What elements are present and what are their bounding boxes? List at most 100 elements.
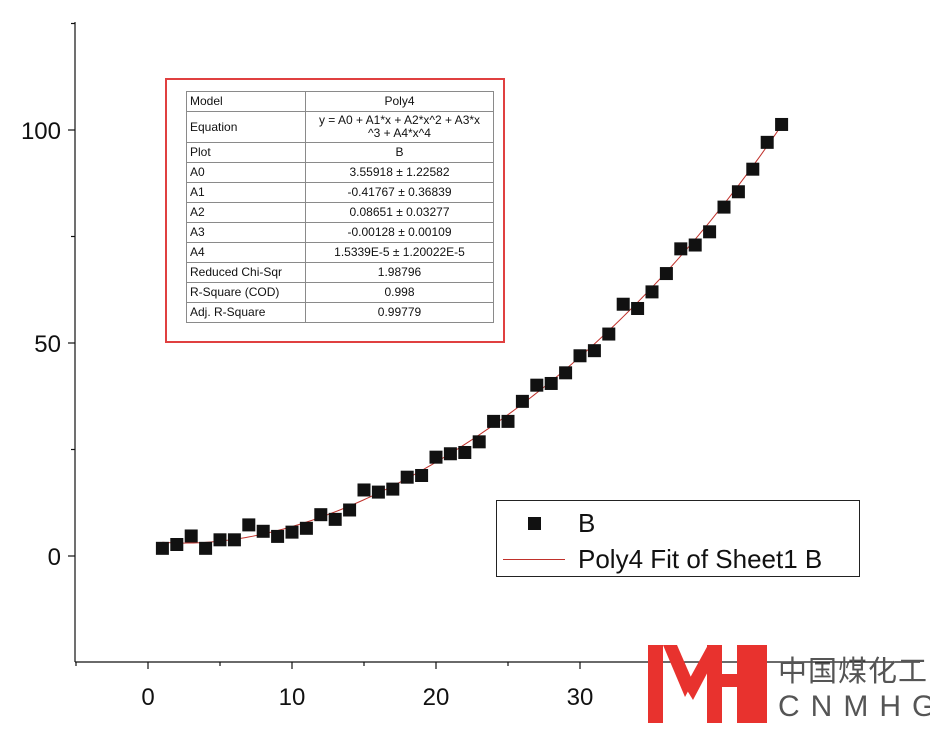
data-point bbox=[400, 470, 414, 484]
legend-item-fit: Poly4 Fit of Sheet1 B bbox=[497, 541, 822, 577]
data-point bbox=[299, 521, 313, 535]
row-key: Model bbox=[186, 91, 306, 112]
table-row: Model Poly4 bbox=[186, 91, 494, 112]
watermark-cn-text: 中国煤化工 bbox=[778, 654, 929, 688]
table-row: Adj. R-Square 0.99779 bbox=[186, 302, 494, 323]
data-point bbox=[616, 297, 630, 311]
watermark-en-text: CNMHG bbox=[778, 690, 930, 723]
row-value: 0.998 bbox=[305, 282, 494, 303]
data-point bbox=[371, 485, 385, 499]
row-key: A2 bbox=[186, 202, 306, 223]
row-value: Poly4 bbox=[305, 91, 494, 112]
equation-line-2: ^3 + A4*x^4 bbox=[368, 126, 431, 140]
data-point bbox=[731, 185, 745, 199]
data-point bbox=[227, 533, 241, 547]
square-marker-icon bbox=[528, 516, 541, 530]
watermark-logo: 中国煤化工 CNMHG bbox=[645, 642, 930, 731]
data-point bbox=[703, 225, 717, 239]
data-point bbox=[544, 376, 558, 390]
data-point bbox=[573, 349, 587, 363]
data-point bbox=[155, 541, 169, 555]
y-tick-label: 50 bbox=[34, 331, 61, 358]
data-point bbox=[443, 447, 457, 461]
chart-legend: B Poly4 Fit of Sheet1 B bbox=[496, 500, 860, 577]
cnmhg-logo-icon bbox=[648, 645, 767, 723]
row-key: R-Square (COD) bbox=[186, 282, 306, 303]
x-tick-label: 0 bbox=[141, 684, 154, 711]
data-point bbox=[688, 238, 702, 252]
data-point bbox=[415, 468, 429, 482]
data-point bbox=[587, 344, 601, 358]
data-point bbox=[285, 525, 299, 539]
row-value: -0.00128 ± 0.00109 bbox=[305, 222, 494, 243]
data-point bbox=[199, 541, 213, 555]
x-tick-label: 10 bbox=[279, 684, 306, 711]
row-value: y = A0 + A1*x + A2*x^2 + A3*x ^3 + A4*x^4 bbox=[305, 111, 494, 143]
row-value: 0.08651 ± 0.03277 bbox=[305, 202, 494, 223]
fit-parameters-table: Model Poly4 Equation y = A0 + A1*x + A2*x^… bbox=[186, 91, 494, 323]
data-point bbox=[429, 450, 443, 464]
table-row: A4 1.5339E-5 ± 1.20022E-5 bbox=[186, 242, 494, 263]
axes: 0 50 100 0 10 20 30 bbox=[21, 22, 920, 711]
data-point bbox=[343, 503, 357, 517]
data-point bbox=[242, 518, 256, 532]
row-key: Adj. R-Square bbox=[186, 302, 306, 323]
data-point bbox=[659, 267, 673, 281]
row-key: A0 bbox=[186, 162, 306, 183]
data-point bbox=[328, 512, 342, 526]
table-row: Equation y = A0 + A1*x + A2*x^2 + A3*x ^3 … bbox=[186, 111, 494, 143]
table-row: A0 3.55918 ± 1.22582 bbox=[186, 162, 494, 183]
row-key: Reduced Chi-Sqr bbox=[186, 262, 306, 283]
data-point bbox=[674, 242, 688, 256]
data-point bbox=[184, 529, 198, 543]
table-row: Reduced Chi-Sqr 1.98796 bbox=[186, 262, 494, 283]
row-key: A1 bbox=[186, 182, 306, 203]
row-value: 3.55918 ± 1.22582 bbox=[305, 162, 494, 183]
y-tick-label: 100 bbox=[21, 118, 61, 145]
data-point bbox=[357, 483, 371, 497]
fit-parameters-panel: Model Poly4 Equation y = A0 + A1*x + A2*x^… bbox=[165, 78, 505, 343]
line-marker-icon bbox=[503, 558, 565, 560]
row-value: 1.5339E-5 ± 1.20022E-5 bbox=[305, 242, 494, 263]
data-point bbox=[458, 445, 472, 459]
table-row: A1 -0.41767 ± 0.36839 bbox=[186, 182, 494, 203]
data-point bbox=[775, 117, 789, 131]
data-point bbox=[515, 394, 529, 408]
data-point bbox=[386, 482, 400, 496]
row-key: A4 bbox=[186, 242, 306, 263]
row-value: B bbox=[305, 142, 494, 163]
data-point bbox=[256, 524, 270, 538]
row-value: 1.98796 bbox=[305, 262, 494, 283]
row-key: Plot bbox=[186, 142, 306, 163]
data-point bbox=[271, 529, 285, 543]
legend-item-b: B bbox=[497, 505, 595, 541]
equation-line-1: y = A0 + A1*x + A2*x^2 + A3*x bbox=[318, 113, 481, 127]
table-row: A2 0.08651 ± 0.03277 bbox=[186, 202, 494, 223]
x-tick-label: 20 bbox=[423, 684, 450, 711]
data-point bbox=[170, 538, 184, 551]
points-layer bbox=[155, 117, 789, 555]
row-value: 0.99779 bbox=[305, 302, 494, 323]
data-point bbox=[530, 378, 544, 392]
data-point bbox=[213, 533, 227, 547]
table-row: R-Square (COD) 0.998 bbox=[186, 282, 494, 303]
data-point bbox=[314, 508, 328, 522]
row-key: Equation bbox=[186, 111, 306, 143]
data-point bbox=[717, 200, 731, 214]
y-tick-label: 0 bbox=[48, 544, 61, 571]
x-tick-label: 30 bbox=[567, 684, 594, 711]
legend-label: B bbox=[578, 507, 596, 538]
row-key: A3 bbox=[186, 222, 306, 243]
row-value: -0.41767 ± 0.36839 bbox=[305, 182, 494, 203]
table-row: Plot B bbox=[186, 142, 494, 163]
data-point bbox=[501, 414, 515, 428]
data-point bbox=[645, 285, 659, 299]
data-point bbox=[559, 366, 573, 380]
data-point bbox=[746, 162, 760, 176]
data-point bbox=[631, 301, 645, 315]
data-point bbox=[487, 414, 501, 428]
legend-label: Poly4 Fit of Sheet1 B bbox=[578, 543, 823, 574]
data-point bbox=[602, 327, 616, 341]
table-row: A3 -0.00128 ± 0.00109 bbox=[186, 222, 494, 243]
